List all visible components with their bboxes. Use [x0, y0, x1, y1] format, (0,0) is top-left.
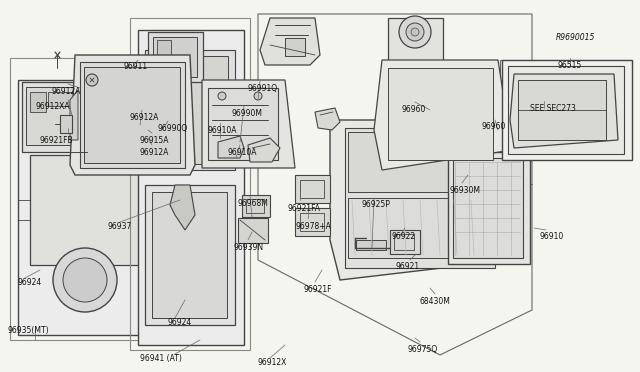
- Bar: [295, 208, 330, 236]
- Bar: [150, 56, 228, 164]
- Bar: [453, 158, 523, 258]
- Text: 96922: 96922: [392, 232, 416, 241]
- Text: 96910A: 96910A: [208, 126, 237, 135]
- Text: 96921: 96921: [396, 262, 420, 271]
- Text: 96921F: 96921F: [303, 285, 332, 294]
- Bar: [502, 60, 632, 160]
- Bar: [238, 218, 268, 243]
- Bar: [242, 195, 270, 217]
- Polygon shape: [138, 30, 244, 345]
- Text: 96991Q: 96991Q: [247, 84, 277, 93]
- Bar: [300, 213, 324, 231]
- Text: 96912X: 96912X: [258, 358, 287, 367]
- Polygon shape: [248, 138, 280, 162]
- Circle shape: [63, 258, 107, 302]
- Bar: [356, 240, 386, 250]
- Text: 96990M: 96990M: [232, 109, 263, 118]
- Polygon shape: [70, 90, 78, 140]
- Polygon shape: [374, 60, 512, 170]
- Bar: [348, 198, 488, 258]
- Polygon shape: [510, 74, 618, 148]
- Text: 96925P: 96925P: [362, 200, 391, 209]
- Text: 96515: 96515: [557, 61, 581, 70]
- Circle shape: [86, 74, 98, 86]
- Circle shape: [218, 92, 226, 100]
- Circle shape: [399, 16, 431, 48]
- Text: 96924: 96924: [167, 318, 191, 327]
- Circle shape: [411, 28, 419, 36]
- Bar: [394, 234, 414, 250]
- Bar: [300, 180, 324, 198]
- Text: 96939N: 96939N: [234, 243, 264, 252]
- Circle shape: [406, 23, 424, 41]
- Bar: [208, 88, 278, 160]
- Bar: [148, 32, 203, 82]
- Text: SEE SEC273: SEE SEC273: [530, 104, 576, 113]
- Polygon shape: [218, 136, 244, 158]
- Bar: [26, 87, 81, 145]
- Text: 96937: 96937: [108, 222, 132, 231]
- Bar: [345, 128, 495, 268]
- Text: 96912A: 96912A: [130, 113, 159, 122]
- Bar: [152, 192, 227, 318]
- Bar: [48, 92, 76, 106]
- Text: 96910A: 96910A: [228, 148, 257, 157]
- Bar: [60, 115, 72, 133]
- Bar: [30, 92, 46, 112]
- Text: 96921FA: 96921FA: [288, 204, 321, 213]
- Text: 96975Q: 96975Q: [407, 345, 437, 354]
- Bar: [84, 67, 180, 163]
- Bar: [390, 230, 420, 254]
- Polygon shape: [170, 185, 195, 230]
- Bar: [285, 38, 305, 56]
- Bar: [388, 68, 453, 123]
- Bar: [415, 76, 439, 92]
- Text: R9690015: R9690015: [556, 33, 595, 42]
- Text: 96912A: 96912A: [52, 87, 81, 96]
- Bar: [348, 132, 488, 192]
- Text: 96921FB: 96921FB: [40, 136, 74, 145]
- Text: 96968M: 96968M: [238, 199, 269, 208]
- Polygon shape: [202, 80, 295, 168]
- Text: 96935(MT): 96935(MT): [8, 326, 50, 335]
- Text: 96960: 96960: [401, 105, 426, 114]
- Text: 96924: 96924: [18, 278, 42, 287]
- Text: 96915A: 96915A: [139, 136, 168, 145]
- Bar: [518, 80, 606, 140]
- Text: 96912XA: 96912XA: [36, 102, 70, 111]
- Bar: [397, 78, 411, 96]
- Bar: [388, 68, 493, 160]
- Polygon shape: [260, 18, 320, 65]
- Bar: [508, 66, 624, 154]
- Bar: [388, 18, 443, 63]
- Text: 96960: 96960: [482, 122, 506, 131]
- Polygon shape: [18, 80, 160, 335]
- Text: 96912A: 96912A: [139, 148, 168, 157]
- Bar: [246, 199, 264, 213]
- Circle shape: [53, 248, 117, 312]
- Text: 96990Q: 96990Q: [157, 124, 188, 133]
- Polygon shape: [70, 55, 195, 175]
- Text: 96941 (AT): 96941 (AT): [140, 354, 182, 363]
- Polygon shape: [315, 108, 340, 130]
- Text: 96978+A: 96978+A: [296, 222, 332, 231]
- Bar: [393, 73, 447, 117]
- Polygon shape: [330, 120, 510, 280]
- Bar: [145, 185, 235, 325]
- Bar: [448, 152, 530, 264]
- Bar: [145, 50, 235, 170]
- Bar: [22, 82, 87, 152]
- Text: 96911: 96911: [124, 62, 148, 71]
- Text: 68430M: 68430M: [420, 297, 451, 306]
- Bar: [295, 175, 330, 203]
- Circle shape: [254, 92, 262, 100]
- Bar: [30, 155, 148, 265]
- Bar: [157, 40, 171, 58]
- Text: 96930M: 96930M: [449, 186, 480, 195]
- Text: 96910: 96910: [540, 232, 564, 241]
- Bar: [153, 37, 197, 77]
- Bar: [500, 60, 632, 158]
- Bar: [80, 62, 185, 168]
